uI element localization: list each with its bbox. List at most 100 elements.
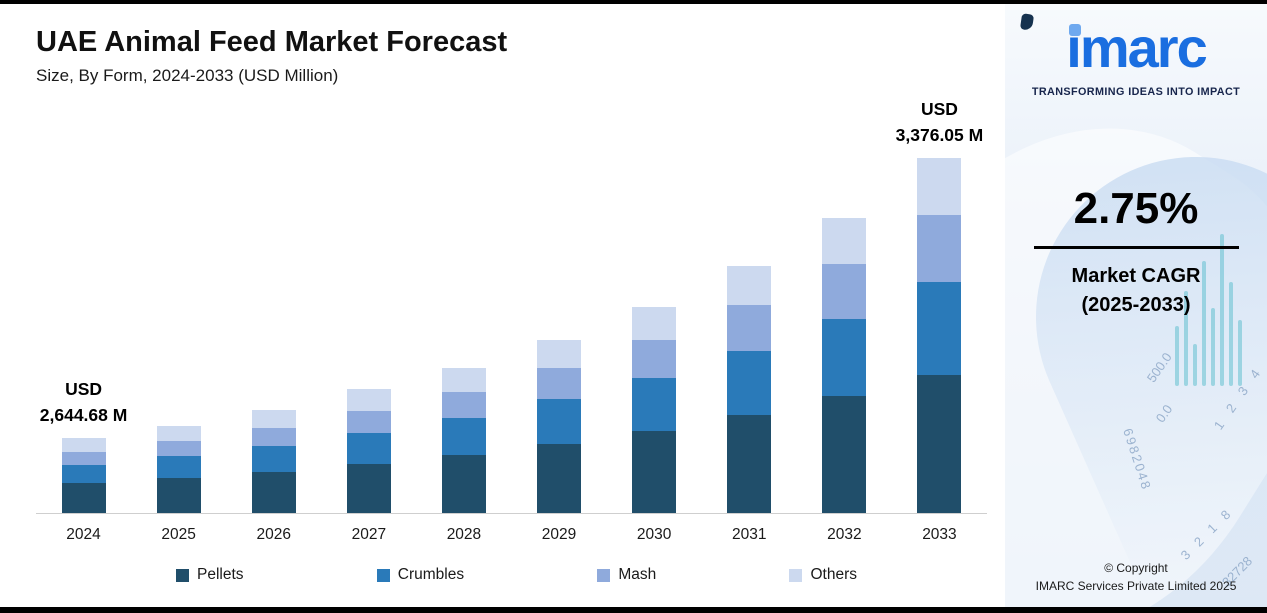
copyright: © Copyright IMARC Services Private Limit… <box>1005 559 1267 595</box>
bar-column-2033[interactable]: USD 3,376.05 M <box>892 99 987 513</box>
bar-stack <box>251 410 296 513</box>
chart-subtitle: Size, By Form, 2024-2033 (USD Million) <box>36 66 339 85</box>
imarc-logo-text: imarc <box>1066 16 1207 79</box>
bars-area: USD 2,644.68 M USD 3,376.05 M <box>36 99 987 514</box>
bar-stack <box>917 158 962 513</box>
bar-segment-others <box>156 426 201 441</box>
x-axis-label-2026: 2026 <box>256 526 291 543</box>
x-axis-label-2024: 2024 <box>66 526 101 543</box>
bar-segment-others <box>61 438 106 452</box>
bar-stack <box>346 389 391 513</box>
chart-panel: UAE Animal Feed Market Forecast Size, By… <box>0 4 1005 607</box>
x-axis-label-2029: 2029 <box>541 526 577 543</box>
bar-column-2030[interactable] <box>607 112 702 513</box>
bar-segment-mash <box>346 411 391 433</box>
cagr-period: (2025-2033) <box>1081 294 1191 316</box>
legend-item-others[interactable]: Others <box>789 566 857 584</box>
bar-segment-others <box>251 410 296 428</box>
brand-panel: 500.0 0.0 1 2 3 4 6982048 3 2 1 8 32728 imarc… <box>1005 4 1267 607</box>
x-axis-label-2027: 2027 <box>351 526 387 543</box>
bar-segment-mash <box>156 441 201 456</box>
legend-label: Pellets <box>197 566 244 583</box>
bar-segment-others <box>441 368 486 392</box>
bar-segment-crumbles <box>537 399 582 444</box>
x-axis-label-2033: 2033 <box>922 526 957 543</box>
legend-item-pellets[interactable]: Pellets <box>176 566 244 584</box>
bar-segment-mash <box>61 452 106 465</box>
cagr-value: 2.75% <box>1073 184 1199 233</box>
legend-label: Mash <box>618 566 657 583</box>
bar-segment-pellets <box>441 455 486 513</box>
bar-stack <box>537 340 582 513</box>
chart-title: UAE Animal Feed Market Forecast <box>36 26 508 58</box>
bar-segment-others <box>537 340 582 368</box>
legend-swatch-icon <box>176 568 189 582</box>
bar-segment-mash <box>251 428 296 446</box>
bar-segment-mash <box>917 215 962 282</box>
top-border <box>0 0 1267 4</box>
bar-segment-crumbles <box>346 433 391 464</box>
bar-segment-pellets <box>917 375 962 513</box>
legend-swatch-icon <box>789 568 803 582</box>
legend-label: Crumbles <box>397 566 465 583</box>
x-axis-label-2031: 2031 <box>732 526 767 543</box>
bar-segment-crumbles <box>727 351 772 415</box>
bar-stack <box>156 426 201 513</box>
bar-stack <box>727 266 772 513</box>
x-axis-label-2025: 2025 <box>161 526 196 543</box>
bar-segment-crumbles <box>156 456 201 478</box>
bar-segment-pellets <box>251 472 296 513</box>
bar-segment-mash <box>537 368 582 399</box>
copyright-line2: IMARC Services Private Limited 2025 <box>1035 579 1237 593</box>
legend-item-mash[interactable]: Mash <box>597 566 656 584</box>
brand-tagline: TRANSFORMING IDEAS INTO IMPACT <box>1031 86 1241 98</box>
bar-column-2027[interactable] <box>321 112 416 513</box>
bar-segment-others <box>822 218 867 264</box>
bar-segment-crumbles <box>822 319 867 396</box>
bar-column-2029[interactable] <box>511 112 606 513</box>
bar-column-2026[interactable] <box>226 112 321 513</box>
x-axis-label-2030: 2030 <box>636 526 672 543</box>
bar-column-2024[interactable]: USD 2,644.68 M <box>36 112 131 513</box>
bar-segment-crumbles <box>441 418 486 455</box>
bar-segment-others <box>917 158 962 215</box>
bottom-border <box>0 607 1267 613</box>
chart-legend: Pellets Crumbles Mash Others <box>36 566 987 584</box>
bar-segment-pellets <box>156 478 201 513</box>
bar-segment-pellets <box>61 483 106 513</box>
bar-segment-others <box>346 389 391 411</box>
bar-column-2032[interactable] <box>797 112 892 513</box>
x-axis: 2024 2025 2026 2027 2028 2029 2030 2031 2032 2033 <box>36 514 987 544</box>
bar-segment-pellets <box>822 396 867 513</box>
bar-segment-mash <box>727 305 772 351</box>
legend-item-crumbles[interactable]: Crumbles <box>376 566 465 584</box>
bar-column-2031[interactable] <box>702 112 797 513</box>
bar-segment-mash <box>822 264 867 319</box>
x-axis-label-2032: 2032 <box>827 526 862 543</box>
cagr-label: Market CAGR <box>1071 265 1201 287</box>
bar-segment-pellets <box>537 444 582 513</box>
bar-segment-pellets <box>632 431 677 513</box>
cagr-divider <box>1033 246 1239 249</box>
bar-segment-mash <box>632 340 677 378</box>
bar-stack <box>632 307 677 513</box>
bar-segment-pellets <box>727 415 772 513</box>
legend-label: Others <box>810 566 857 583</box>
bar-segment-mash <box>441 392 486 418</box>
bar-segment-others <box>727 266 772 305</box>
bar-segment-crumbles <box>917 282 962 375</box>
bar-stack <box>822 218 867 513</box>
bar-column-2028[interactable] <box>416 112 511 513</box>
bar-segment-others <box>632 307 677 340</box>
value-annotation-2024: USD 2,644.68 M <box>39 378 128 425</box>
stacked-bar-chart: USD 2,644.68 M USD 3,376.05 M 2024 2025 2026 2… <box>36 99 987 544</box>
legend-swatch-icon <box>597 568 611 582</box>
bar-segment-crumbles <box>632 378 677 431</box>
bar-stack <box>61 438 106 513</box>
imarc-logo-dot-icon <box>1069 24 1082 36</box>
bar-stack <box>441 368 486 513</box>
bar-column-2025[interactable] <box>131 112 226 513</box>
value-annotation-2033: USD 3,376.05 M <box>895 98 984 145</box>
imarc-logo: imarc <box>1066 20 1207 76</box>
